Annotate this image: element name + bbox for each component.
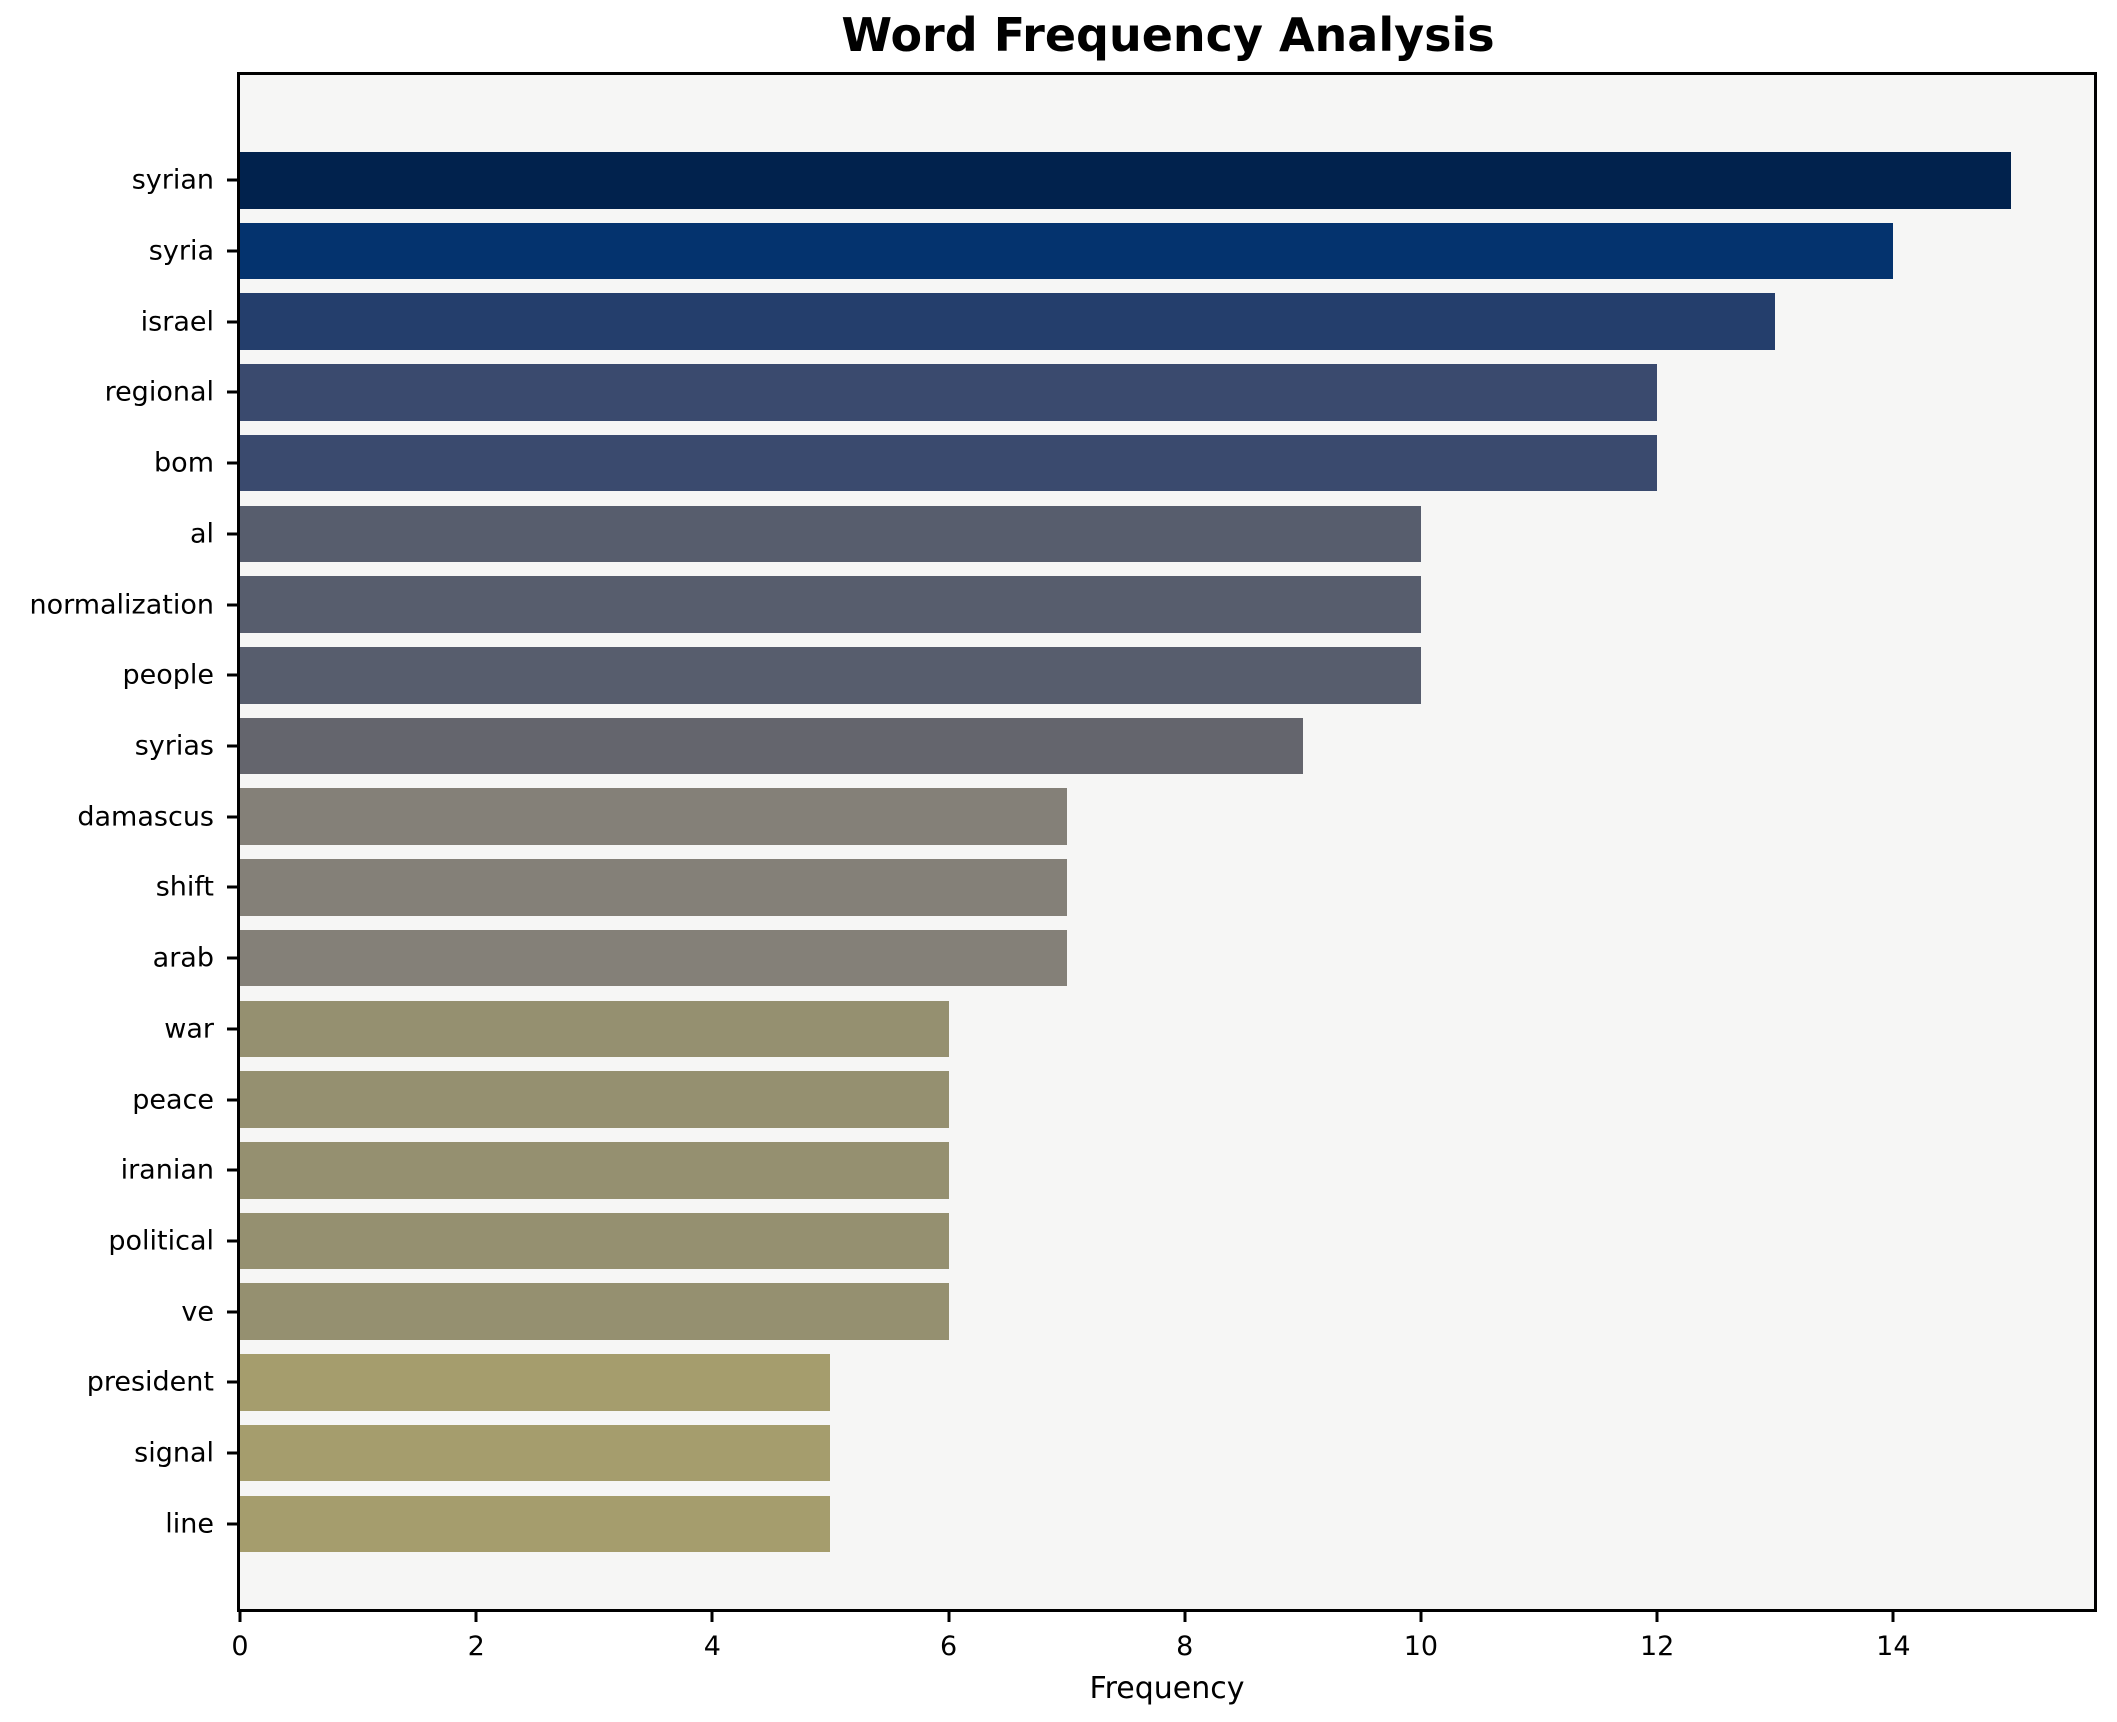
y-tick-mark xyxy=(227,956,237,960)
bar-israel xyxy=(240,293,1776,351)
y-tick-mark xyxy=(227,390,237,394)
y-tick-label-al: al xyxy=(189,518,214,550)
x-tick-label-8: 8 xyxy=(1176,1631,1194,1662)
bar-war xyxy=(240,1000,949,1058)
bar-peace xyxy=(240,1071,949,1128)
bar-people xyxy=(240,647,1421,704)
y-tick-label-signal: signal xyxy=(134,1437,214,1469)
y-tick-mark xyxy=(227,320,237,324)
x-tick-mark xyxy=(947,1612,951,1622)
y-tick-mark xyxy=(227,673,237,677)
bar-syria xyxy=(240,222,1894,280)
y-tick-label-damascus: damascus xyxy=(77,801,214,833)
y-tick-mark xyxy=(227,1310,237,1314)
bar-line xyxy=(240,1495,831,1553)
y-tick-label-bom: bom xyxy=(154,447,214,479)
x-tick-mark xyxy=(1183,1612,1187,1622)
bar-shift xyxy=(240,859,1067,916)
y-tick-label-people: people xyxy=(122,659,214,691)
bar-bom xyxy=(240,434,1658,492)
x-axis-label: Frequency xyxy=(1089,1671,1245,1706)
plot-area: syrian syria israel regional bom al normalizat… xyxy=(29,72,2097,1706)
y-tick-mark xyxy=(227,1239,237,1243)
y-tick-label-normalization: normalization xyxy=(29,589,214,621)
y-tick-label-arab: arab xyxy=(152,942,214,974)
y-tick-label-syrias: syrias xyxy=(134,730,214,762)
x-tick-label-14: 14 xyxy=(1876,1631,1911,1662)
bar-syrias xyxy=(240,717,1303,775)
y-tick-mark xyxy=(227,249,237,253)
x-tick-mark xyxy=(1419,1612,1423,1622)
chart-title: Word Frequency Analysis xyxy=(841,8,1495,62)
y-tick-mark xyxy=(227,744,237,748)
y-tick-mark xyxy=(227,885,237,889)
y-tick-mark xyxy=(227,815,237,819)
x-tick-mark xyxy=(474,1612,478,1622)
y-tick-mark xyxy=(227,1098,237,1102)
bar-normalization xyxy=(240,576,1421,633)
y-tick-label-syrian: syrian xyxy=(131,164,214,196)
bar-regional xyxy=(240,364,1658,421)
y-tick-label-syria: syria xyxy=(148,235,214,267)
x-tick-mark xyxy=(710,1612,714,1622)
y-tick-mark xyxy=(227,1451,237,1455)
bar-political xyxy=(240,1212,949,1270)
x-tick-label-2: 2 xyxy=(467,1631,485,1662)
bar-ve xyxy=(240,1283,949,1340)
x-tick-label-12: 12 xyxy=(1639,1631,1675,1662)
y-tick-mark xyxy=(227,178,237,182)
y-tick-label-israel: israel xyxy=(140,306,214,338)
x-tick-label-6: 6 xyxy=(939,1631,958,1662)
y-tick-mark xyxy=(227,532,237,536)
bar-al xyxy=(240,505,1421,563)
y-tick-label-line: line xyxy=(165,1508,214,1540)
bar-iranian xyxy=(240,1141,949,1199)
bar-syrian xyxy=(240,152,2012,209)
y-tick-label-iranian: iranian xyxy=(120,1154,214,1186)
y-tick-label-regional: regional xyxy=(104,376,214,408)
x-tick-label-4: 4 xyxy=(703,1631,721,1662)
bar-arab xyxy=(240,929,1067,987)
y-tick-label-shift: shift xyxy=(155,871,214,903)
y-tick-mark xyxy=(227,1027,237,1031)
x-tick-label-10: 10 xyxy=(1403,1631,1439,1662)
y-tick-mark xyxy=(227,1380,237,1384)
y-tick-label-political: political xyxy=(108,1225,214,1257)
x-tick-label-0: 0 xyxy=(231,1631,249,1662)
y-tick-label-war: war xyxy=(164,1013,214,1045)
y-tick-mark xyxy=(227,1168,237,1172)
y-tick-label-president: president xyxy=(86,1366,214,1398)
bar-damascus xyxy=(240,788,1067,845)
bar-signal xyxy=(240,1424,831,1482)
x-tick-mark xyxy=(1655,1612,1659,1622)
y-tick-label-peace: peace xyxy=(132,1084,214,1116)
y-tick-mark xyxy=(227,461,237,465)
y-tick-mark xyxy=(227,603,237,607)
y-tick-label-ve: ve xyxy=(181,1296,214,1328)
x-tick-mark xyxy=(238,1612,242,1622)
x-tick-mark xyxy=(1891,1612,1895,1622)
bar-president xyxy=(240,1354,831,1411)
y-tick-mark xyxy=(227,1522,237,1526)
